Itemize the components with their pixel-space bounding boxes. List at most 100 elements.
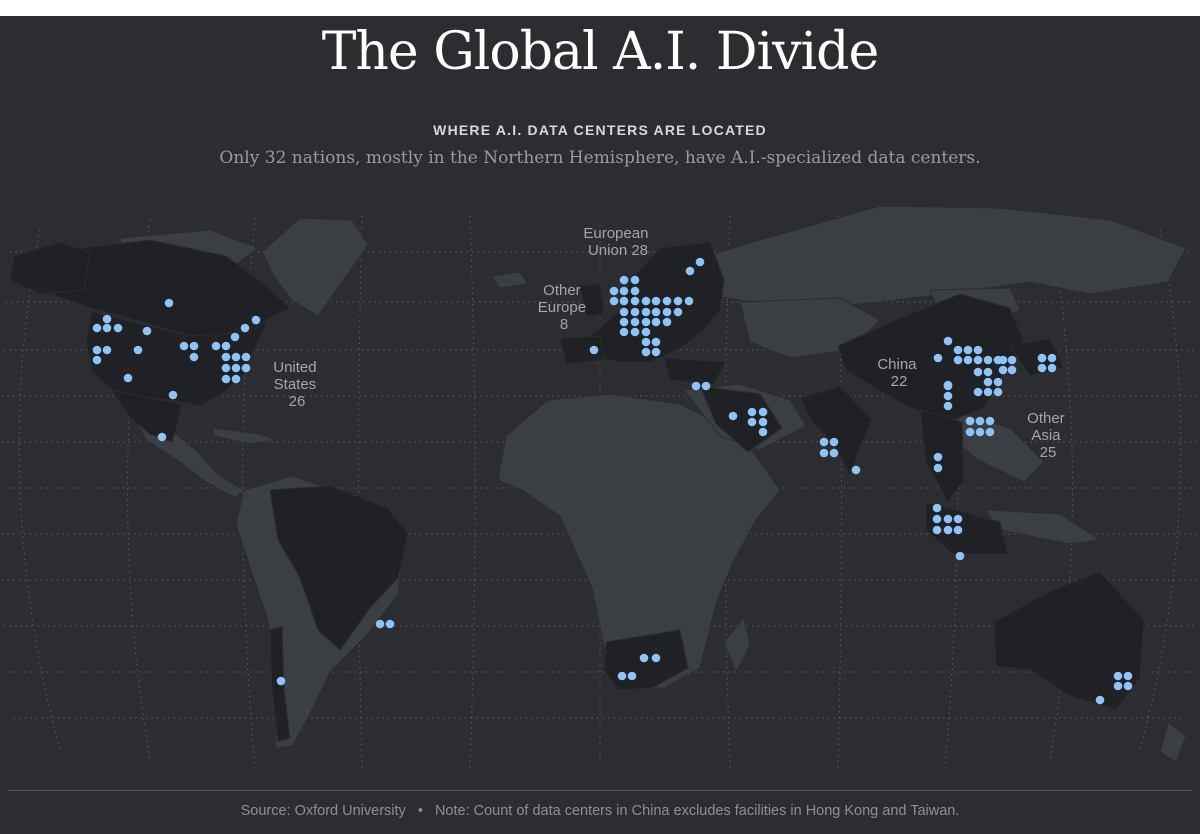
madagascar [723,616,751,674]
data-center-dot-european-union [630,296,640,306]
data-center-dot-other-asia [1047,363,1057,373]
data-center-dot-china [963,355,973,365]
data-center-dot-european-union [619,286,629,296]
footer: Source: Oxford University • Note: Count … [0,803,1200,819]
data-center-dot-united-states [92,355,102,365]
alaska [9,241,91,295]
data-center-dot-india [851,465,861,475]
africa [497,393,781,691]
data-center-dot-south-america [276,676,286,686]
data-center-dot-china [953,345,963,355]
data-center-dots [92,257,1133,705]
data-center-dot-european-union [609,296,619,306]
mexico [110,389,183,443]
data-center-dot-european-union [619,307,629,317]
data-center-dot-other-asia [943,514,953,524]
data-center-dot-european-union [685,266,695,276]
data-center-dot-china [943,401,953,411]
data-center-dot-united-states [189,341,199,351]
data-center-dot-other-asia [975,416,985,426]
data-center-dot-china [983,377,993,387]
data-center-dot-united-states [102,323,112,333]
data-center-dot-other-asia [1037,363,1047,373]
data-center-dot-australia [1113,671,1123,681]
data-center-dot-south-america [385,619,395,629]
data-center-dot-united-states [211,341,221,351]
brazil [269,485,409,651]
countries-with-data-centers [9,239,1145,743]
data-center-dot-european-union [684,296,694,306]
data-center-dot-european-union [673,307,683,317]
data-center-dot-china [983,355,993,365]
data-center-dot-european-union [630,327,640,337]
data-center-dot-south-africa [651,653,661,663]
data-center-dot-middle-east [758,417,768,427]
data-center-dot-united-states [92,323,102,333]
data-center-dot-united-states [251,315,261,325]
australia [993,571,1145,711]
data-center-dot-united-states [133,345,143,355]
data-center-dot-united-states [164,298,174,308]
page-title: The Global A.I. Divide [321,22,879,82]
data-center-dot-united-states [221,363,231,373]
data-center-dot-china [1007,355,1017,365]
data-center-dot-china [983,367,993,377]
data-center-dot-european-union [630,317,640,327]
data-center-dot-other-europe [589,345,599,355]
data-center-dot-other-asia [985,427,995,437]
data-center-dot-china [993,387,1003,397]
data-center-dot-china [933,353,943,363]
data-center-dot-european-union [673,296,683,306]
data-center-dot-european-union [695,257,705,267]
data-center-dot-china [973,367,983,377]
data-center-dot-china [1007,365,1017,375]
data-center-dot-other-asia [933,463,943,473]
data-center-dot-middle-east [728,411,738,421]
data-center-dot-india [819,437,829,447]
data-center-dot-south-africa [617,671,627,681]
data-center-dot-united-states [231,374,241,384]
data-center-dot-european-union [662,296,672,306]
data-center-dot-other-asia [985,416,995,426]
data-center-dot-china [953,355,963,365]
data-center-dot-european-union [641,307,651,317]
world-map: United States 26 European Union 28 Other… [2,205,1198,770]
data-center-dot-india [829,448,839,458]
data-center-dot-european-union [641,347,651,357]
data-center-dot-european-union [630,275,640,285]
data-center-dot-india [829,437,839,447]
caribbean [211,427,278,445]
data-center-dot-united-states [189,352,199,362]
data-center-dot-china [973,355,983,365]
footer-divider [8,790,1192,791]
data-center-dot-united-states [102,314,112,324]
data-center-dot-european-union [630,286,640,296]
data-center-dot-china [993,377,1003,387]
data-center-dot-united-states [113,323,123,333]
data-center-dot-other-asia [965,427,975,437]
united-states [85,311,270,407]
data-center-dot-other-europe [701,381,711,391]
data-center-dot-other-asia [965,416,975,426]
canada [39,239,291,343]
data-center-dot-china [998,365,1008,375]
data-center-dot-united-states [221,341,231,351]
data-center-dot-united-states [230,332,240,342]
data-center-dot-other-asia [932,525,942,535]
data-center-dot-other-europe [691,381,701,391]
russia [658,205,1187,311]
data-center-dot-middle-east [747,407,757,417]
data-center-dot-united-states [92,345,102,355]
data-center-dot-china [998,355,1008,365]
label-united-states: United States 26 [273,359,321,410]
data-center-dot-india [819,448,829,458]
data-center-dot-united-states [231,352,241,362]
data-center-dot-other-asia [932,503,942,513]
data-center-dot-united-states [221,374,231,384]
data-center-dot-european-union [641,327,651,337]
data-center-dot-united-states [168,390,178,400]
data-center-dot-other-asia [932,514,942,524]
label-other-asia: Other Asia 25 [1027,410,1069,461]
data-center-dot-european-union [641,317,651,327]
data-center-dot-south-africa [639,653,649,663]
